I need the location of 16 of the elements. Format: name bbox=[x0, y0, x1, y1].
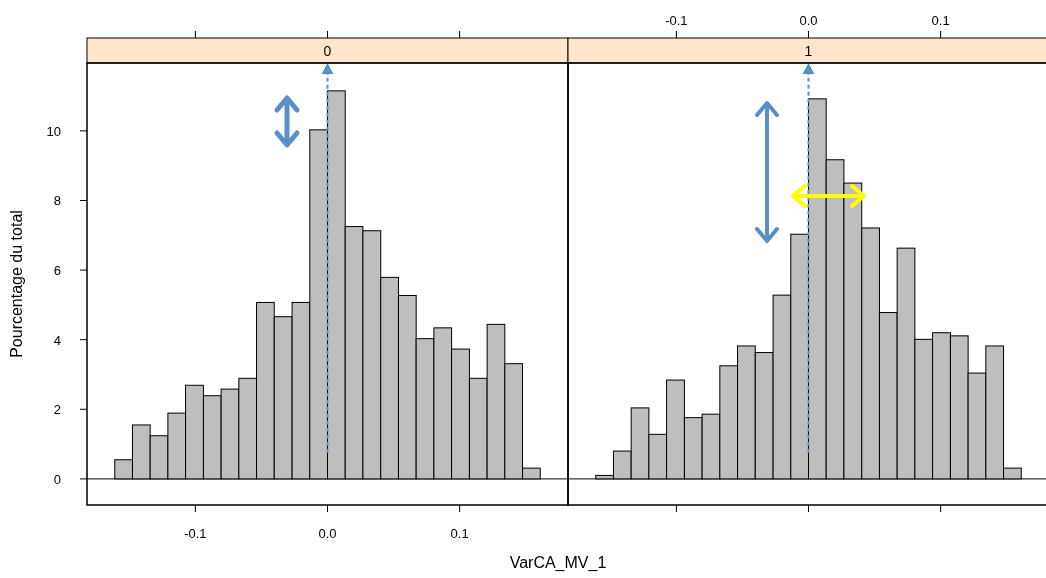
x-tick-label: 0.1 bbox=[931, 13, 950, 28]
x-tick-label: 0.0 bbox=[799, 13, 818, 28]
chart-title: 1 bbox=[804, 43, 813, 59]
y-tick-label: 0 bbox=[53, 471, 61, 487]
x-tick-label: -0.1 bbox=[665, 13, 688, 28]
x-axis-title: VarCA_MV_1 bbox=[509, 554, 607, 572]
y-axis-title: Pourcentage du total bbox=[8, 210, 25, 358]
chart-title: 0 bbox=[323, 43, 332, 59]
x-tick-label: 0.0 bbox=[318, 526, 337, 541]
x-tick-label: -0.1 bbox=[184, 526, 207, 541]
y-tick-label: 6 bbox=[53, 263, 61, 279]
y-tick-label: 2 bbox=[53, 402, 61, 418]
y-tick-label: 8 bbox=[53, 193, 61, 209]
x-tick-label: 0.1 bbox=[450, 526, 469, 541]
y-tick-label: 4 bbox=[53, 332, 61, 348]
y-tick-label: 10 bbox=[46, 123, 61, 139]
